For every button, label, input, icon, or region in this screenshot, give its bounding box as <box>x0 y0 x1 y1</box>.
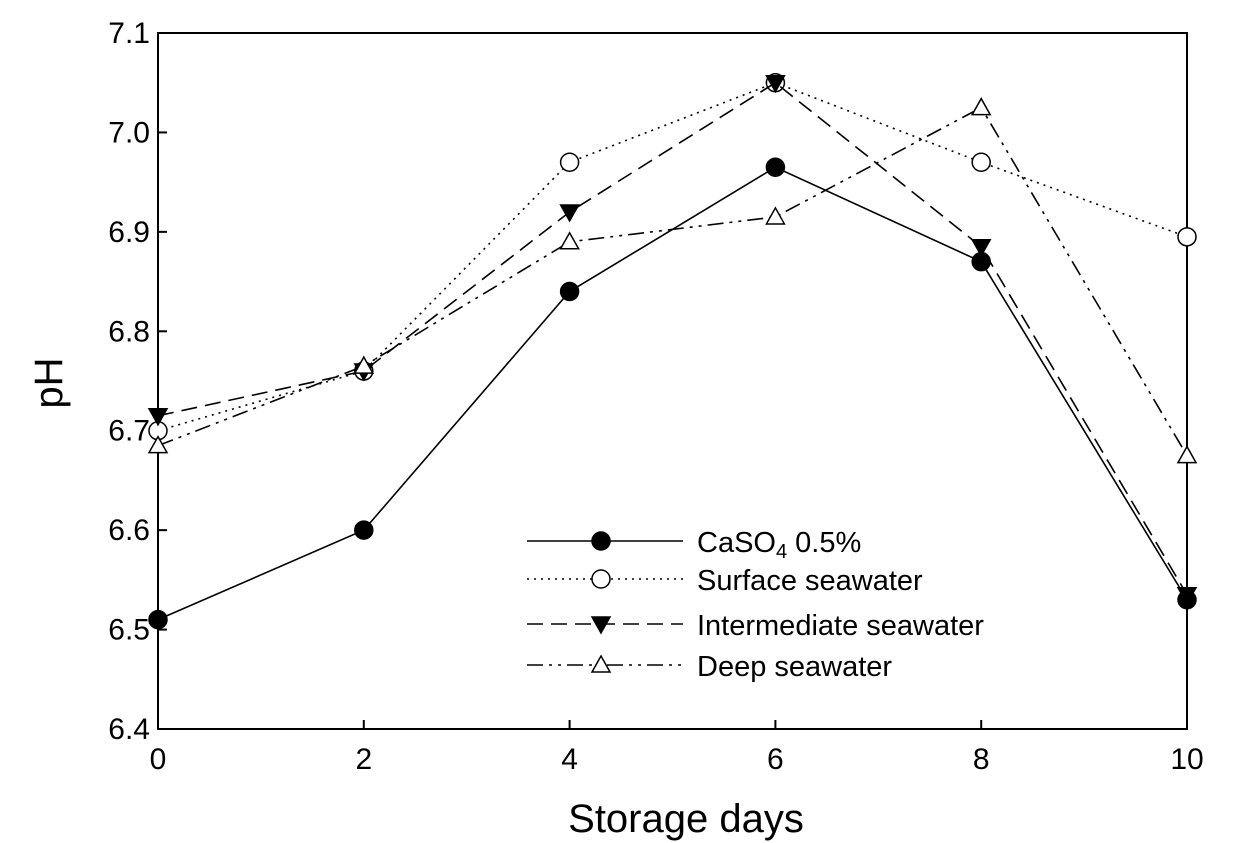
data-point <box>1176 587 1198 606</box>
data-point <box>970 239 992 258</box>
y-tick-label: 6.5 <box>108 614 150 647</box>
data-point <box>1177 227 1197 247</box>
x-tick-label: 2 <box>355 743 372 776</box>
series-line <box>157 81 1188 596</box>
legend-label: Surface seawater <box>697 565 923 597</box>
legend-item: CaSO4 0.5% <box>527 527 861 563</box>
y-tick-label: 7.0 <box>108 116 150 149</box>
y-tick-label: 6.6 <box>108 514 150 547</box>
data-point <box>559 231 580 250</box>
data-point <box>765 74 786 94</box>
series-4 <box>147 97 1198 464</box>
y-tick-label: 6.9 <box>108 216 150 249</box>
data-point <box>148 609 168 630</box>
series-line <box>157 106 1188 456</box>
data-point <box>971 152 991 173</box>
legend-marker <box>591 531 611 551</box>
data-point <box>147 408 169 427</box>
plot-border <box>157 32 1188 730</box>
x-tick-label: 0 <box>150 743 167 776</box>
series-layer <box>147 72 1198 630</box>
legend-marker <box>591 569 611 589</box>
data-point <box>559 204 580 223</box>
legend: CaSO4 0.5%Surface seawater Intermediate s… <box>527 527 984 683</box>
data-point <box>354 520 374 540</box>
plot-frame <box>157 32 1188 730</box>
legend-item: Deep seawater <box>527 651 892 683</box>
x-tick-label: 8 <box>973 743 990 776</box>
legend-item: Surface seawater <box>527 565 923 597</box>
x-tick-label: 4 <box>561 743 578 776</box>
data-point <box>765 206 786 225</box>
series-line <box>157 166 1188 621</box>
data-point <box>559 281 580 302</box>
data-point <box>559 152 580 173</box>
legend-label: Deep seawater <box>697 651 892 683</box>
data-point <box>147 435 169 454</box>
x-tick-label: 6 <box>767 743 784 776</box>
series-line <box>157 81 1188 432</box>
x-axis-title: Storage days <box>568 797 804 841</box>
y-tick-label: 6.4 <box>108 713 150 746</box>
data-point <box>353 355 375 374</box>
data-point <box>1176 445 1198 464</box>
y-axis-ticks: 6.4 6.5 6.6 6.7 6.8 6.9 7.0 7.1 <box>108 17 167 746</box>
legend-label: Intermediate seawater <box>697 610 984 642</box>
data-point <box>970 97 992 116</box>
legend-marker <box>590 616 612 635</box>
data-point <box>765 157 786 177</box>
series-3 <box>147 74 1198 606</box>
y-tick-label: 6.7 <box>108 415 150 448</box>
series-2 <box>148 72 1197 441</box>
x-axis-ticks: 0 2 4 6 8 10 <box>150 720 1204 776</box>
x-tick-label: 10 <box>1170 743 1203 776</box>
legend-marker <box>590 654 612 673</box>
legend-item: Intermediate seawater <box>527 610 984 642</box>
legend-label: CaSO4 0.5% <box>697 527 861 563</box>
y-tick-label: 6.8 <box>108 315 150 348</box>
y-tick-label: 7.1 <box>108 17 150 50</box>
y-axis-title: pH <box>27 357 71 408</box>
